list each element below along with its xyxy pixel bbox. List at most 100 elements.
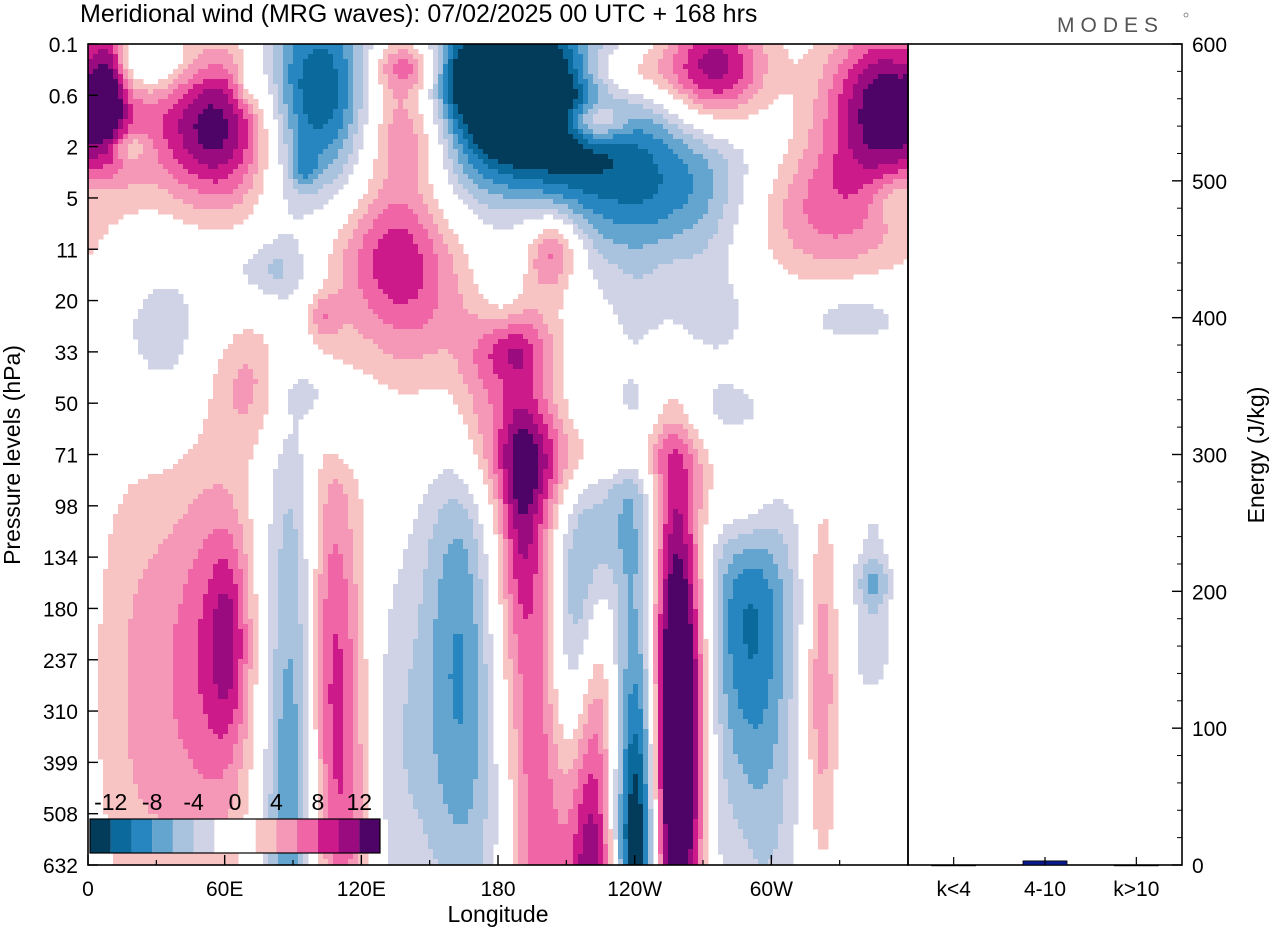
- heatmap-cell: [463, 174, 469, 180]
- heatmap-cell: [663, 209, 669, 215]
- heatmap-cell: [543, 144, 549, 150]
- heatmap-cell: [478, 119, 484, 125]
- heatmap-cell: [488, 69, 494, 75]
- heatmap-cell: [288, 159, 294, 165]
- heatmap-cell: [618, 129, 624, 135]
- heatmap-cell: [493, 44, 499, 50]
- heatmap-cell: [298, 164, 304, 170]
- heatmap-cell: [783, 49, 789, 55]
- heatmap-cell: [548, 124, 554, 130]
- heatmap-cell: [603, 159, 609, 165]
- heatmap-cell: [683, 159, 689, 165]
- heatmap-cell: [93, 74, 99, 80]
- heatmap-cell: [133, 94, 139, 100]
- heatmap-cell: [718, 209, 724, 215]
- heatmap-cell: [483, 64, 489, 70]
- heatmap-cell: [338, 169, 344, 175]
- heatmap-cell: [808, 144, 814, 150]
- heatmap-cell: [298, 59, 304, 65]
- heatmap-cell: [528, 109, 534, 115]
- heatmap-cell: [618, 194, 624, 200]
- heatmap-cell: [303, 54, 309, 60]
- heatmap-cell: [843, 129, 849, 135]
- heatmap-cell: [733, 44, 739, 50]
- heatmap-cell: [383, 154, 389, 160]
- heatmap-cell: [503, 74, 509, 80]
- heatmap-cell: [568, 189, 574, 195]
- heatmap-cell: [628, 199, 634, 205]
- heatmap-cell: [578, 159, 584, 165]
- heatmap-cell: [528, 119, 534, 125]
- heatmap-cell: [463, 149, 469, 155]
- heatmap-cell: [238, 164, 244, 170]
- heatmap-cell: [318, 94, 324, 100]
- heatmap-cell: [783, 69, 789, 75]
- heatmap-cell: [868, 134, 874, 140]
- heatmap-cell: [158, 134, 164, 140]
- heatmap-cell: [578, 204, 584, 210]
- heatmap-cell: [98, 109, 104, 115]
- heatmap-cell: [578, 219, 584, 225]
- heatmap-cell: [163, 154, 169, 160]
- heatmap-cell: [658, 184, 664, 190]
- heatmap-cell: [273, 69, 279, 75]
- heatmap-cell: [283, 89, 289, 95]
- heatmap-cell: [788, 184, 794, 190]
- heatmap-cell: [633, 204, 639, 210]
- heatmap-cell: [93, 59, 99, 65]
- heatmap-cell: [813, 214, 819, 220]
- heatmap-cell: [233, 184, 239, 190]
- heatmap-cell: [868, 179, 874, 185]
- heatmap-cell: [143, 179, 149, 185]
- heatmap-cell: [358, 144, 364, 150]
- heatmap-cell: [408, 189, 414, 195]
- heatmap-cell: [123, 109, 129, 115]
- heatmap-cell: [188, 144, 194, 150]
- heatmap-cell: [143, 119, 149, 125]
- heatmap-cell: [888, 44, 894, 50]
- heatmap-cell: [598, 214, 604, 220]
- heatmap-cell: [323, 54, 329, 60]
- heatmap-cell: [408, 104, 414, 110]
- heatmap-cell: [803, 94, 809, 100]
- heatmap-cell: [633, 179, 639, 185]
- heatmap-cell: [198, 189, 204, 195]
- heatmap-cell: [798, 84, 804, 90]
- heatmap-cell: [838, 124, 844, 130]
- heatmap-cell: [448, 89, 454, 95]
- heatmap-cell: [343, 84, 349, 90]
- heatmap-cell: [833, 94, 839, 100]
- heatmap-cell: [183, 69, 189, 75]
- heatmap-cell: [798, 169, 804, 175]
- heatmap-cell: [143, 129, 149, 135]
- heatmap-cell: [773, 199, 779, 205]
- heatmap-cell: [123, 89, 129, 95]
- heatmap-cell: [608, 204, 614, 210]
- heatmap-cell: [648, 204, 654, 210]
- heatmap-cell: [408, 69, 414, 75]
- heatmap-cell: [733, 164, 739, 170]
- heatmap-cell: [673, 59, 679, 65]
- heatmap-cell: [628, 154, 634, 160]
- heatmap-cell: [203, 204, 209, 210]
- heatmap-cell: [198, 109, 204, 115]
- heatmap-cell: [383, 109, 389, 115]
- heatmap-cell: [343, 144, 349, 150]
- heatmap-cell: [863, 74, 869, 80]
- heatmap-cell: [743, 114, 749, 120]
- heatmap-cell: [558, 179, 564, 185]
- heatmap-cell: [308, 144, 314, 150]
- heatmap-cell: [323, 44, 329, 50]
- heatmap-cell: [543, 134, 549, 140]
- heatmap-cell: [848, 129, 854, 135]
- heatmap-cell: [103, 84, 109, 90]
- heatmap-cell: [578, 59, 584, 65]
- heatmap-cell: [463, 179, 469, 185]
- heatmap-cell: [793, 109, 799, 115]
- heatmap-cell: [733, 174, 739, 180]
- heatmap-cell: [668, 144, 674, 150]
- heatmap-cell: [623, 199, 629, 205]
- heatmap-cell: [543, 79, 549, 85]
- heatmap-cell: [118, 119, 124, 125]
- heatmap-cell: [278, 129, 284, 135]
